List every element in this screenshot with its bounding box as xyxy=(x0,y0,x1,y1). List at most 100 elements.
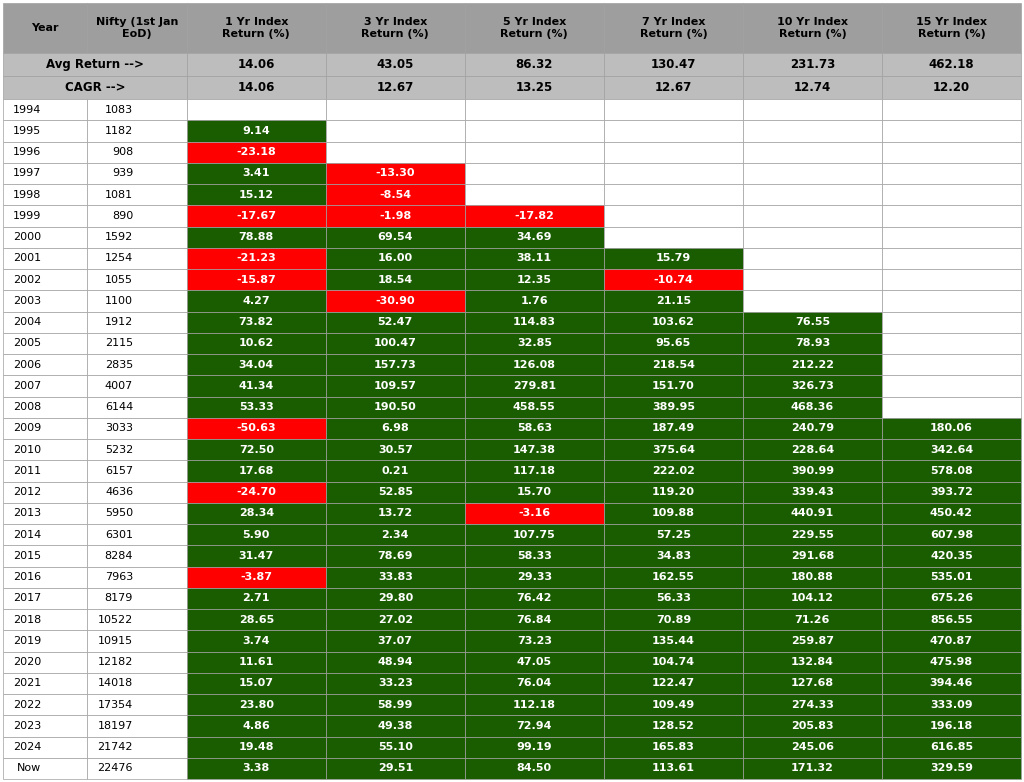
Bar xyxy=(882,3,1021,53)
Bar xyxy=(743,53,882,76)
Bar xyxy=(87,163,186,184)
Bar xyxy=(743,545,882,566)
Text: 128.52: 128.52 xyxy=(652,721,695,731)
Text: 3.41: 3.41 xyxy=(243,168,270,178)
Text: 29.80: 29.80 xyxy=(378,594,413,604)
Bar xyxy=(743,290,882,311)
Bar xyxy=(743,248,882,269)
Text: 4.86: 4.86 xyxy=(243,721,270,731)
Bar xyxy=(604,375,743,396)
Text: 58.99: 58.99 xyxy=(378,700,413,709)
Text: 58.33: 58.33 xyxy=(517,551,552,561)
Text: 4636: 4636 xyxy=(104,487,133,497)
Text: 259.87: 259.87 xyxy=(791,636,834,646)
Bar xyxy=(465,375,604,396)
Bar xyxy=(882,737,1021,758)
Bar xyxy=(326,333,465,354)
Text: 53.33: 53.33 xyxy=(239,402,273,412)
Bar xyxy=(186,461,326,482)
Bar xyxy=(882,184,1021,205)
Text: 100.47: 100.47 xyxy=(374,339,417,348)
Text: 329.59: 329.59 xyxy=(930,763,973,773)
Text: 2013: 2013 xyxy=(13,508,41,518)
Bar xyxy=(465,269,604,290)
Bar xyxy=(186,609,326,630)
Text: 339.43: 339.43 xyxy=(791,487,834,497)
Text: 151.70: 151.70 xyxy=(652,381,694,391)
Bar xyxy=(87,716,186,737)
Text: 15.70: 15.70 xyxy=(517,487,552,497)
Text: -15.87: -15.87 xyxy=(237,274,276,285)
Text: 2016: 2016 xyxy=(13,572,41,582)
Bar xyxy=(186,566,326,588)
Text: Year: Year xyxy=(32,23,59,33)
Bar xyxy=(326,673,465,694)
Text: 2007: 2007 xyxy=(13,381,41,391)
Bar xyxy=(87,290,186,311)
Bar xyxy=(186,737,326,758)
Text: 12.35: 12.35 xyxy=(517,274,552,285)
Bar xyxy=(3,503,87,524)
Bar xyxy=(186,205,326,227)
Bar xyxy=(326,227,465,248)
Bar xyxy=(604,184,743,205)
Bar xyxy=(743,716,882,737)
Bar xyxy=(87,673,186,694)
Bar xyxy=(743,566,882,588)
Bar xyxy=(326,205,465,227)
Text: 2011: 2011 xyxy=(13,466,41,476)
Bar xyxy=(3,184,87,205)
Bar xyxy=(604,609,743,630)
Bar xyxy=(465,354,604,375)
Bar xyxy=(3,290,87,311)
Bar xyxy=(465,248,604,269)
Text: 14.06: 14.06 xyxy=(238,81,275,94)
Bar xyxy=(465,673,604,694)
Text: 43.05: 43.05 xyxy=(377,58,414,71)
Bar xyxy=(87,630,186,651)
Bar xyxy=(743,524,882,545)
Text: 34.04: 34.04 xyxy=(239,360,273,370)
Bar xyxy=(465,482,604,503)
Bar xyxy=(3,630,87,651)
Text: 8284: 8284 xyxy=(104,551,133,561)
Bar xyxy=(87,269,186,290)
Bar xyxy=(186,630,326,651)
Text: 15.79: 15.79 xyxy=(655,253,691,264)
Bar xyxy=(465,311,604,333)
Text: 240.79: 240.79 xyxy=(791,423,834,433)
Text: -23.18: -23.18 xyxy=(237,147,276,157)
Text: 70.89: 70.89 xyxy=(655,615,691,625)
Bar xyxy=(743,76,882,99)
Bar xyxy=(465,630,604,651)
Text: 274.33: 274.33 xyxy=(791,700,834,709)
Text: 2010: 2010 xyxy=(13,445,41,454)
Bar xyxy=(326,716,465,737)
Text: 21.15: 21.15 xyxy=(655,296,691,306)
Bar xyxy=(604,524,743,545)
Bar xyxy=(3,716,87,737)
Text: 33.23: 33.23 xyxy=(378,678,413,688)
Bar xyxy=(87,566,186,588)
Text: 73.82: 73.82 xyxy=(239,317,273,327)
Bar xyxy=(743,418,882,439)
Text: 2008: 2008 xyxy=(13,402,41,412)
Text: 939: 939 xyxy=(112,168,133,178)
Text: 607.98: 607.98 xyxy=(930,529,973,540)
Text: 1912: 1912 xyxy=(104,317,133,327)
Text: 19.48: 19.48 xyxy=(239,742,274,752)
Bar xyxy=(882,588,1021,609)
Bar xyxy=(186,3,326,53)
Bar xyxy=(743,99,882,120)
Text: -17.67: -17.67 xyxy=(237,211,276,221)
Text: 475.98: 475.98 xyxy=(930,657,973,667)
Bar xyxy=(3,3,87,53)
Bar xyxy=(465,758,604,779)
Text: 117.18: 117.18 xyxy=(513,466,556,476)
Text: 104.12: 104.12 xyxy=(791,594,834,604)
Text: 2.34: 2.34 xyxy=(382,529,409,540)
Bar xyxy=(3,269,87,290)
Text: Now: Now xyxy=(17,763,41,773)
Text: 2001: 2001 xyxy=(13,253,41,264)
Text: 856.55: 856.55 xyxy=(930,615,973,625)
